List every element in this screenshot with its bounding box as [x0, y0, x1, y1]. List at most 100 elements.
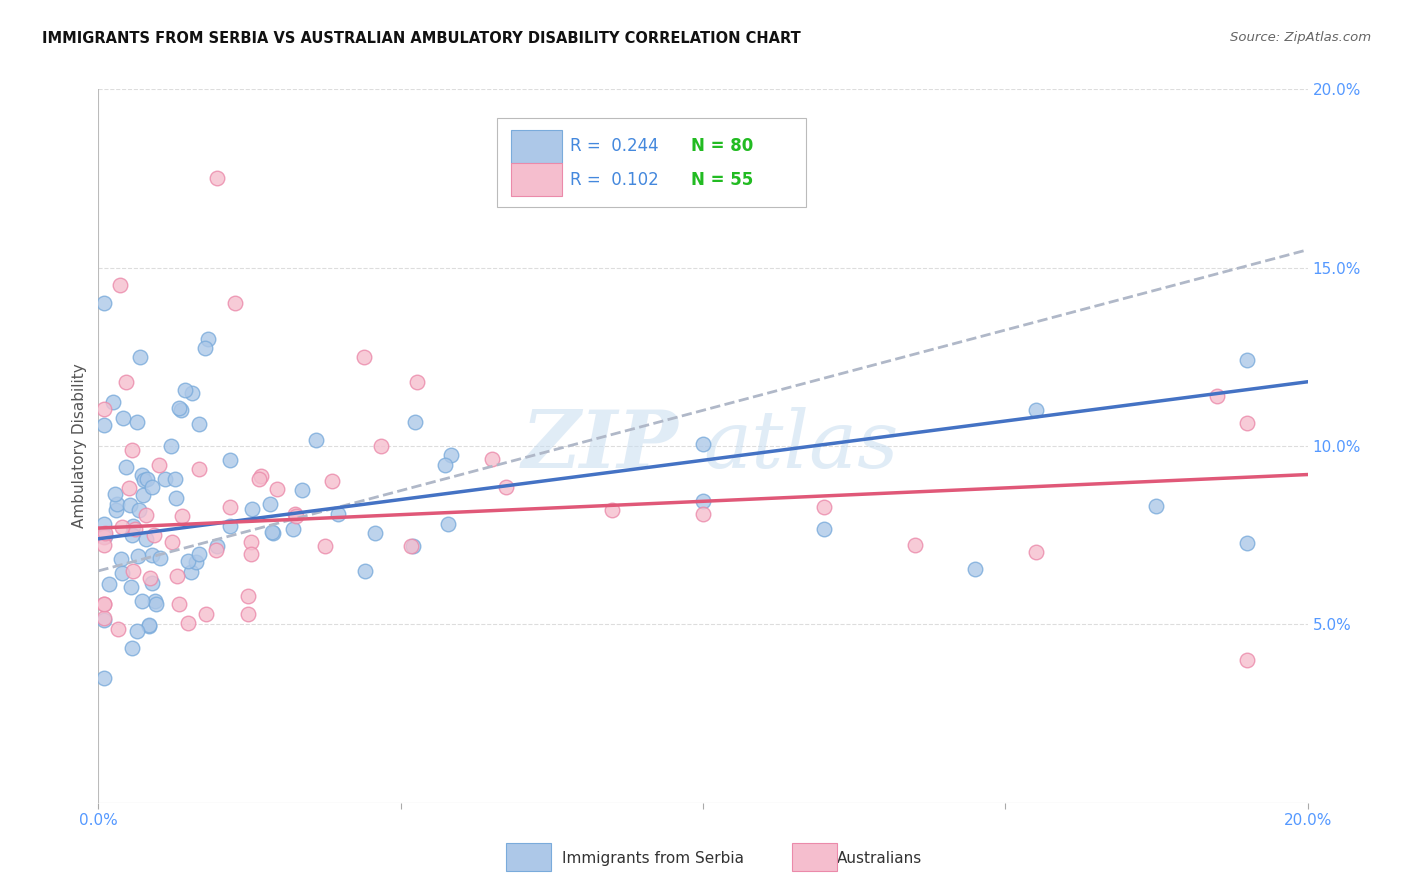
Point [236, 589, 259, 603]
Point [138, 619, 160, 633]
Point [143, 594, 166, 608]
Point [149, 550, 172, 565]
Point [134, 473, 156, 487]
Point [160, 535, 183, 549]
Point [188, 462, 211, 476]
Point [259, 497, 281, 511]
Point [118, 498, 141, 512]
Point [305, 434, 328, 448]
Point [266, 482, 288, 496]
Point [104, 503, 127, 517]
Point [370, 439, 392, 453]
Point [145, 597, 167, 611]
Point [111, 566, 134, 580]
Point [326, 507, 349, 521]
Point [131, 594, 153, 608]
Text: IMMIGRANTS FROM SERBIA VS AUSTRALIAN AMBULATORY DISABILITY CORRELATION CHART: IMMIGRANTS FROM SERBIA VS AUSTRALIAN AMB… [42, 31, 801, 46]
Point [93, 530, 115, 544]
Point [399, 540, 422, 554]
Point [167, 597, 190, 611]
Point [219, 519, 242, 533]
Point [965, 562, 987, 576]
Point [127, 624, 149, 638]
Point [143, 527, 166, 541]
Point [121, 442, 143, 457]
Point [101, 395, 124, 409]
Point [148, 458, 170, 473]
Text: Source: ZipAtlas.com: Source: ZipAtlas.com [1230, 31, 1371, 45]
Point [904, 538, 927, 552]
Point [141, 575, 163, 590]
Point [139, 571, 162, 585]
Point [250, 468, 273, 483]
Point [240, 534, 263, 549]
Point [186, 555, 208, 569]
Text: ZIP: ZIP [522, 408, 679, 484]
Point [121, 580, 143, 594]
Point [170, 403, 193, 417]
Point [314, 539, 336, 553]
Point [163, 472, 186, 486]
Point [93, 538, 115, 552]
Point [281, 522, 304, 536]
Point [93, 525, 115, 540]
Point [1236, 536, 1258, 550]
Point [167, 401, 190, 416]
Point [404, 415, 426, 429]
Point [406, 375, 429, 389]
Text: atlas: atlas [703, 408, 898, 484]
Text: N = 80: N = 80 [690, 137, 754, 155]
Point [291, 483, 314, 497]
Point [1024, 545, 1046, 559]
Point [177, 615, 200, 630]
Point [93, 516, 115, 531]
Point [138, 618, 160, 632]
Point [132, 488, 155, 502]
Point [692, 494, 714, 508]
Point [122, 564, 145, 578]
Point [262, 524, 284, 539]
Point [247, 472, 270, 486]
Point [284, 507, 307, 521]
Point [108, 278, 131, 293]
Point [219, 500, 242, 515]
Point [129, 350, 152, 364]
Point [93, 597, 115, 611]
Point [205, 539, 228, 553]
Point [94, 529, 117, 543]
Point [173, 384, 195, 398]
Point [127, 549, 149, 564]
Point [97, 576, 120, 591]
Point [197, 332, 219, 346]
Point [115, 375, 138, 389]
Point [93, 401, 115, 416]
Point [219, 453, 242, 467]
Point [1024, 403, 1046, 417]
Text: Immigrants from Serbia: Immigrants from Serbia [562, 851, 744, 865]
Point [402, 539, 425, 553]
Point [495, 480, 517, 494]
Point [160, 439, 183, 453]
Point [481, 452, 503, 467]
Point [141, 549, 163, 563]
Text: N = 55: N = 55 [690, 171, 754, 189]
Point [107, 622, 129, 636]
Text: R =  0.244: R = 0.244 [569, 137, 658, 155]
Point [262, 525, 284, 540]
Point [121, 528, 143, 542]
Point [153, 472, 176, 486]
Point [180, 565, 202, 579]
Point [93, 296, 115, 310]
Point [93, 597, 115, 611]
Point [125, 415, 148, 429]
Point [121, 640, 143, 655]
Point [238, 607, 260, 621]
Point [93, 614, 115, 628]
Point [141, 480, 163, 494]
Point [240, 501, 263, 516]
Point [364, 525, 387, 540]
Point [439, 448, 461, 462]
Point [239, 547, 262, 561]
Point [134, 532, 156, 546]
Point [1236, 653, 1258, 667]
